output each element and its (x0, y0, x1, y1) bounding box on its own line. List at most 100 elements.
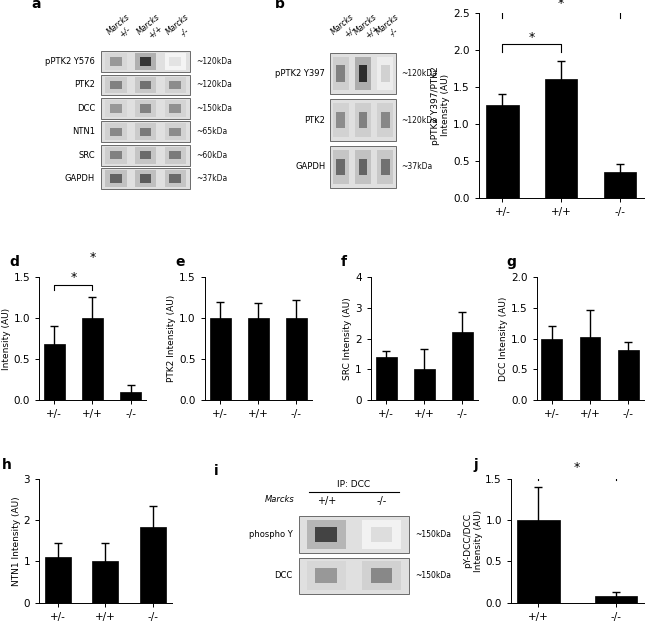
Bar (336, 65, 345, 81)
Text: f: f (341, 256, 346, 269)
Text: g: g (506, 256, 517, 269)
Bar (333, 56, 349, 90)
Bar (140, 174, 151, 183)
Bar (140, 104, 151, 113)
Bar (135, 124, 156, 140)
Bar (164, 53, 186, 70)
Text: *: * (89, 251, 96, 264)
Bar (333, 103, 349, 137)
Bar (541, 338, 562, 400)
Text: pPTK2 Y397: pPTK2 Y397 (276, 69, 325, 78)
Bar (286, 318, 307, 400)
Bar (164, 76, 186, 94)
Bar (486, 105, 519, 198)
Bar (164, 124, 186, 140)
Text: -/-: -/- (376, 496, 387, 506)
Bar (604, 172, 636, 198)
Text: c: c (443, 0, 451, 2)
Text: Marcks
+/-: Marcks +/- (105, 12, 138, 44)
Text: PTK2: PTK2 (74, 80, 95, 90)
Text: e: e (175, 256, 185, 269)
Bar (307, 561, 346, 590)
Bar (330, 53, 396, 94)
Text: *: * (558, 0, 564, 10)
Bar (315, 527, 337, 542)
Bar (315, 569, 337, 583)
Bar (170, 104, 181, 113)
Text: phospho Y: phospho Y (249, 530, 292, 539)
Y-axis label: pPTK2 Y397/PTK2
Intensity (AU): pPTK2 Y397/PTK2 Intensity (AU) (431, 66, 450, 145)
Bar (101, 145, 190, 165)
Text: Marcks
-/-: Marcks -/- (374, 12, 408, 44)
Bar (307, 520, 346, 549)
Bar (355, 56, 371, 90)
Text: d: d (9, 256, 19, 269)
Bar (140, 81, 151, 89)
Text: NTN1: NTN1 (72, 128, 95, 137)
Text: *: * (70, 271, 77, 284)
Bar (164, 147, 186, 163)
Text: ~65kDa: ~65kDa (196, 128, 228, 137)
Bar (170, 81, 181, 89)
Y-axis label: DCC Intensity (AU): DCC Intensity (AU) (499, 296, 508, 381)
Bar (299, 516, 409, 553)
Y-axis label: NTN1 Intensity (AU): NTN1 Intensity (AU) (12, 496, 21, 586)
Bar (330, 99, 396, 140)
Bar (135, 147, 156, 163)
Bar (44, 344, 65, 400)
Text: i: i (214, 464, 218, 478)
Bar (82, 318, 103, 400)
Bar (618, 349, 639, 400)
Bar (110, 151, 122, 160)
Text: ~120kDa: ~120kDa (401, 69, 437, 78)
Bar (377, 56, 393, 90)
Bar (330, 146, 396, 188)
Bar (370, 527, 393, 542)
Bar (413, 369, 435, 400)
Bar (376, 357, 396, 400)
Bar (164, 100, 186, 117)
Bar (361, 561, 402, 590)
Text: j: j (474, 458, 478, 472)
Bar (110, 128, 122, 136)
Text: a: a (31, 0, 41, 11)
Bar (45, 557, 71, 603)
Bar (105, 124, 127, 140)
Bar (248, 318, 269, 400)
Bar (110, 104, 122, 113)
Text: pPTK2 Y576: pPTK2 Y576 (46, 57, 95, 66)
Bar (170, 128, 181, 136)
Bar (359, 112, 367, 128)
Y-axis label: pY-DCC/DCC
Intensity (AU): pY-DCC/DCC Intensity (AU) (463, 510, 482, 572)
Bar (140, 128, 151, 136)
Text: Marcks
+/-: Marcks +/- (330, 12, 363, 44)
Bar (92, 562, 118, 603)
Text: ~120kDa: ~120kDa (401, 115, 437, 124)
Bar (101, 122, 190, 142)
Bar (381, 112, 390, 128)
Bar (595, 596, 638, 603)
Bar (105, 53, 127, 70)
Bar (140, 57, 151, 65)
Bar (333, 150, 349, 183)
Bar (370, 569, 393, 583)
Text: Marcks
-/-: Marcks -/- (164, 12, 198, 44)
Text: GAPDH: GAPDH (295, 162, 325, 171)
Text: GAPDH: GAPDH (65, 174, 95, 183)
Bar (135, 171, 156, 187)
Bar (105, 76, 127, 94)
Text: PTK2: PTK2 (304, 115, 325, 124)
Bar (336, 158, 345, 175)
Bar (110, 81, 122, 89)
Text: DCC: DCC (77, 104, 95, 113)
Bar (361, 520, 402, 549)
Bar (580, 337, 601, 400)
Bar (110, 174, 122, 183)
Bar (336, 112, 345, 128)
Text: IP: DCC: IP: DCC (337, 480, 370, 489)
Bar (105, 171, 127, 187)
Bar (101, 51, 190, 72)
Bar (545, 79, 577, 198)
Bar (359, 158, 367, 175)
Bar (377, 150, 393, 183)
